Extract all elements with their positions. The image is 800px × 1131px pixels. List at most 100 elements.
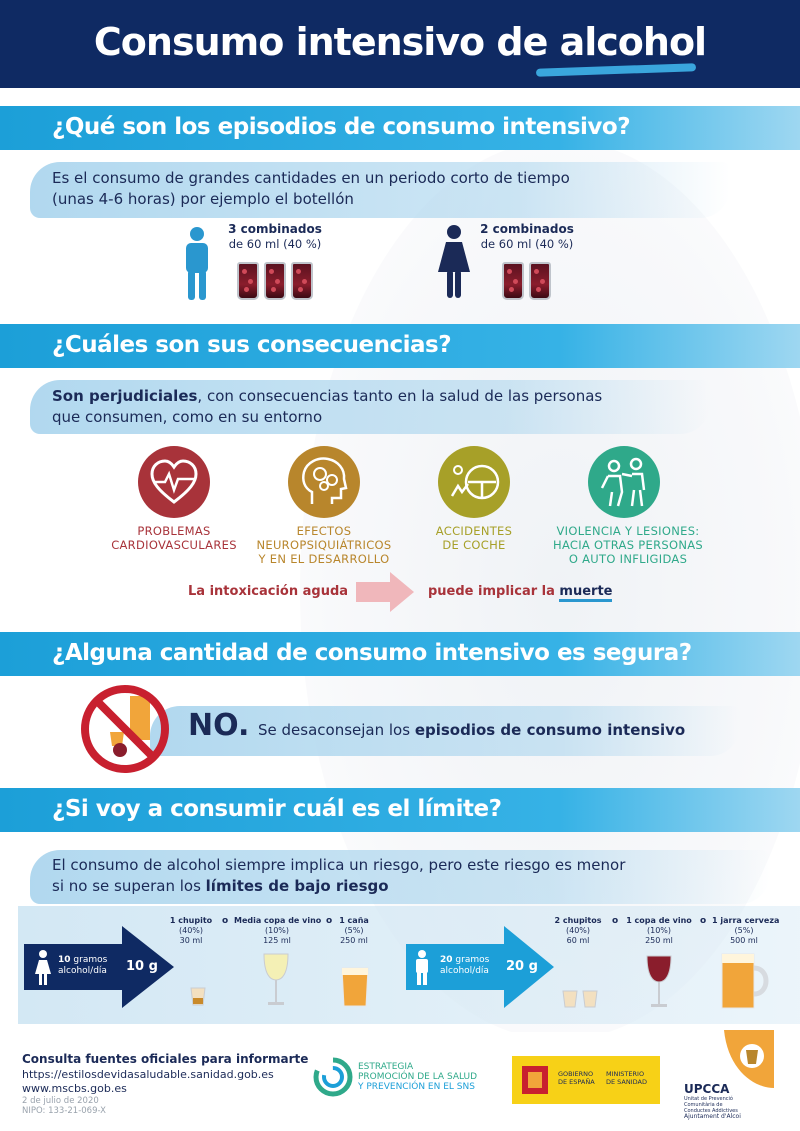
strategy-logo-icon [313,1057,353,1097]
beer-mug-icon [721,953,769,1009]
upcca-sub2: Comunitària de [684,1102,723,1108]
intox-left: La intoxicación aguda [188,584,349,599]
no-alcohol-icon [81,685,169,773]
woman-drink-0-name: 1 chupito [169,916,213,925]
woman-limit-unit: gramos [73,955,108,965]
consequence-cardio-line2: CARDIOVASCULARES [111,538,237,552]
intox-death: muerte [559,584,613,602]
woman-drink-2: 1 caña (5%) 250 ml [336,916,372,946]
section1-band: ¿Qué son los episodios de consumo intens… [0,106,800,150]
or-label: o [326,916,333,926]
glass-icon [529,262,551,300]
man-small-icon [416,950,428,985]
section2-band: ¿Cuáles son sus consecuencias? [0,324,800,368]
strategy-line3: Y PREVENCIÓN EN EL SNS [358,1082,475,1092]
consequence-violence: VIOLENCIA Y LESIONES: HACIA OTRAS PERSON… [544,524,712,566]
man-limit-value: 20 g [506,959,538,974]
violence-icon [588,446,660,518]
consequence-cardio: PROBLEMAS CARDIOVASCULARES [100,524,248,552]
man-limit-perday: alcohol/día [440,966,489,976]
intox-right-a: puede implicar la [428,584,560,599]
woman-drink-0-ml: 30 ml [179,936,203,945]
footer-date: 2 de julio de 2020 [22,1096,99,1106]
upcca-logo-icon [724,1030,774,1088]
woman-drink-2-ml: 250 ml [340,936,368,945]
section3-text: Se desaconsejan los episodios de consumo… [258,721,685,739]
woman-limit-value: 10 g [126,959,158,974]
section4-text-line2: si no se superan los límites de bajo rie… [52,876,389,897]
brain-gears-icon [288,446,360,518]
answer-no: NO. [188,708,250,743]
man-combos-count: 3 combinados [228,222,322,236]
section4-text-line2a: si no se superan los [52,877,206,895]
strategy-line1: ESTRATEGIA [358,1062,414,1072]
upcca-sub4: Ajuntament d'Alcoi [684,1113,741,1120]
woman-icon [438,225,470,298]
page-header: Consumo intensivo de alcohol [0,0,800,88]
consequence-car: ACCIDENTES DE COCHE [404,524,544,552]
man-drink-1: 1 copa de vino (10%) 250 ml [624,916,694,946]
ministry-text: MINISTERIO DE SANIDAD [606,1070,647,1086]
woman-drink-1-ml: 125 ml [263,936,291,945]
man-limit-unit: gramos [455,955,490,965]
red-wine-glass-icon [646,955,672,1007]
section4-text-line1: El consumo de alcohol siempre implica un… [52,856,626,874]
strategy-text: ESTRATEGIA PROMOCIÓN DE LA SALUD Y PREVE… [358,1062,477,1092]
title-underline [535,63,697,77]
woman-limit-perday: alcohol/día [58,966,107,976]
section3-title: ¿Alguna cantidad de consumo intensivo es… [52,640,692,666]
man-limit-arrow [406,926,554,1008]
man-combos-detail: de 60 ml (40 %) [228,237,322,251]
or-label: o [612,916,619,926]
woman-drink-0: 1 chupito (40%) 30 ml [168,916,214,946]
man-drink-1-name: 1 copa de vino [626,916,692,925]
footer-link-1[interactable]: https://estilosdevidasaludable.sanidad.g… [22,1068,274,1081]
man-limit-label: 20 gramos alcohol/día [440,955,489,977]
section4-text-line2b: límites de bajo riesgo [205,877,389,895]
man-drink-2-pct: (5%) [734,926,754,935]
page-title: Consumo intensivo de alcohol [93,20,707,64]
woman-drink-1: Media copa de vino (10%) 125 ml [234,916,321,946]
upcca-sub: Unitat de Prevenció Comunitària de Condu… [684,1096,741,1120]
woman-combos-detail: de 60 ml (40 %) [480,237,574,251]
consequence-neuro: EFECTOS NEUROPSIQUIÁTRICOS Y EN EL DESAR… [248,524,400,566]
section2-title: ¿Cuáles son sus consecuencias? [52,332,452,358]
consequence-violence-line2: HACIA OTRAS PERSONAS [553,538,703,552]
arrow-right-icon [356,572,414,612]
man-drink-2-name: 1 jarra cerveza [712,916,780,925]
section2-lead-line2: que consumen, como en su entorno [52,408,323,426]
footer-nipo: NIPO: 133-21-069-X [22,1106,106,1116]
woman-drink-2-pct: (5%) [344,926,364,935]
shot-glasses-icon [562,990,598,1008]
coat-of-arms-icon [522,1066,548,1094]
section1-title: ¿Qué son los episodios de consumo intens… [52,114,631,140]
section3-text-b: episodios de consumo intensivo [414,721,686,739]
woman-drink-0-pct: (40%) [178,926,204,935]
consequence-violence-line1: VIOLENCIA Y LESIONES: [556,524,700,538]
section2-lead-rest: , con consecuencias tanto en la salud de… [197,387,603,405]
gov-text: GOBIERNO DE ESPAÑA [558,1070,595,1086]
section2-lead-line1: Son perjudiciales, con consecuencias tan… [52,386,602,407]
man-drink-0-ml: 60 ml [566,936,590,945]
heart-icon [138,446,210,518]
glass-icon [291,262,313,300]
or-label: o [700,916,707,926]
woman-drink-1-pct: (10%) [264,926,290,935]
woman-limit-label: 10 gramos alcohol/día [58,955,107,977]
section4-brush [30,850,770,904]
section4-band: ¿Si voy a consumir cuál es el límite? [0,788,800,832]
section1-text-line2: (unas 4-6 horas) por ejemplo el botellón [52,190,354,208]
ministry-line1: MINISTERIO [606,1070,645,1078]
or-label: o [222,916,229,926]
footer [0,1032,800,1131]
section3-band: ¿Alguna cantidad de consumo intensivo es… [0,632,800,676]
glass-icon [264,262,286,300]
consequence-cardio-line1: PROBLEMAS [137,524,211,538]
consequence-neuro-line1: EFECTOS [296,524,352,538]
woman-limit-arrow [24,926,174,1008]
section1-brush [30,162,730,218]
man-combos: 3 combinados de 60 ml (40 %) [222,222,328,252]
footer-link-2[interactable]: www.mscbs.gob.es [22,1082,127,1095]
man-icon [186,227,208,300]
ministry-line2: DE SANIDAD [606,1078,647,1086]
